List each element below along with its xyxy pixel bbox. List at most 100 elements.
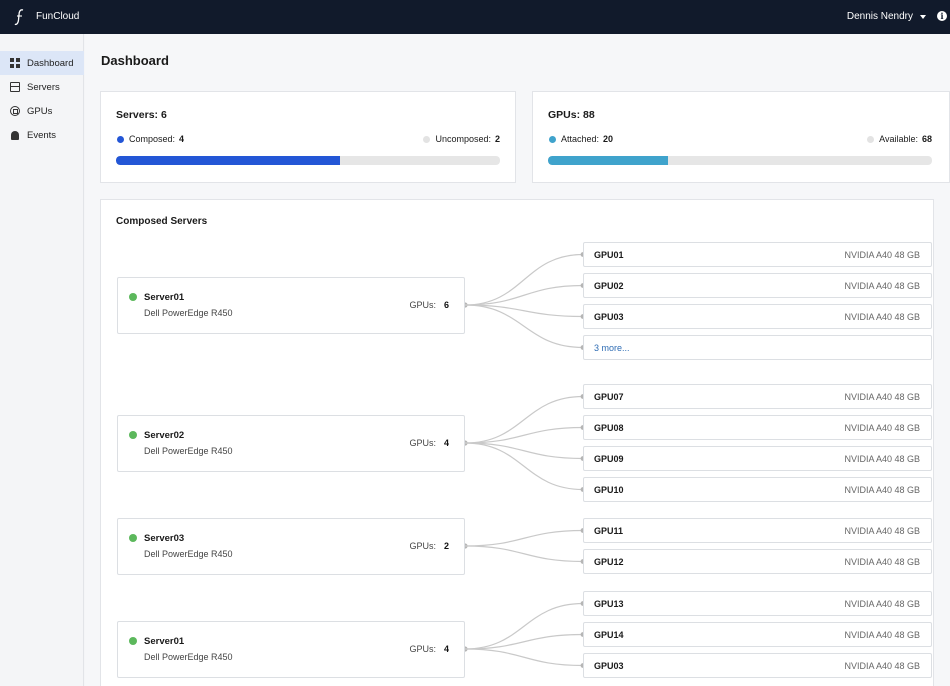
gpu-name[interactable]: GPU03 <box>594 661 624 671</box>
gpu-model: NVIDIA A40 48 GB <box>844 423 920 433</box>
server-model: Dell PowerEdge R450 <box>144 308 233 318</box>
gpu-model: NVIDIA A40 48 GB <box>844 526 920 536</box>
main-content: Dashboard Servers: 6 Composed: 4 Uncompo… <box>85 34 950 686</box>
attached-label: Attached: <box>561 134 600 144</box>
user-name[interactable]: Dennis Nendry <box>846 11 913 22</box>
available-label: Available: <box>879 134 918 144</box>
uncomposed-legend: Uncomposed: 2 <box>423 134 500 144</box>
gpu-model: NVIDIA A40 48 GB <box>844 599 920 609</box>
gpu-item[interactable]: GPU10 NVIDIA A40 48 GB <box>583 477 932 502</box>
gpu-name[interactable]: GPU14 <box>594 630 624 640</box>
attached-value: 20 <box>603 134 614 144</box>
composed-servers-panel: Composed Servers Server01 Dell PowerEdge … <box>100 199 934 686</box>
gpu-link-line <box>464 545 584 563</box>
attached-legend: Attached: 20 <box>549 134 613 144</box>
server-model: Dell PowerEdge R450 <box>144 549 233 559</box>
gpu-name[interactable]: GPU08 <box>594 423 624 433</box>
gpu-name[interactable]: GPU13 <box>594 599 624 609</box>
status-online-icon <box>129 534 137 542</box>
gpus-progress-fill <box>548 156 669 165</box>
more-gpus-label[interactable]: 3 more... <box>594 343 630 353</box>
server-gpu-count: GPUs: 2 <box>409 541 449 551</box>
gpu-link-line <box>464 284 584 306</box>
gpu-link-line <box>464 648 584 667</box>
gpu-item[interactable]: GPU09 NVIDIA A40 48 GB <box>583 446 932 471</box>
sidebar-item-servers[interactable]: Servers <box>0 75 84 99</box>
server-gpu-count: GPUs: 6 <box>409 300 449 310</box>
gpu-icon <box>10 106 20 116</box>
composed-label: Composed: <box>129 134 176 144</box>
info-icon[interactable]: i <box>937 11 947 21</box>
gpu-item[interactable]: GPU08 NVIDIA A40 48 GB <box>583 415 932 440</box>
attached-dot-icon <box>549 135 556 143</box>
servers-progress-fill <box>116 156 340 165</box>
gpu-name[interactable]: GPU07 <box>594 392 624 402</box>
sidebar-item-label: GPUs <box>27 105 53 117</box>
bell-icon <box>11 130 19 140</box>
sidebar-item-events[interactable]: Events <box>0 123 84 147</box>
server-name[interactable]: Server03 <box>144 533 185 544</box>
gpu-model: NVIDIA A40 48 GB <box>844 630 920 640</box>
server-name[interactable]: Server02 <box>144 430 185 441</box>
server-name[interactable]: Server01 <box>144 292 185 303</box>
server-card[interactable]: Server01 Dell PowerEdge R450 GPUs: 4 <box>117 621 465 678</box>
gpu-item[interactable]: GPU12 NVIDIA A40 48 GB <box>583 549 932 574</box>
composed-servers-title: Composed Servers <box>116 216 208 227</box>
composed-value: 4 <box>179 134 185 144</box>
sidebar-item-label: Events <box>27 129 57 141</box>
server-model: Dell PowerEdge R450 <box>144 446 233 456</box>
servers-icon <box>10 82 20 92</box>
sidebar-item-gpus[interactable]: GPUs <box>0 99 84 123</box>
sidebar: Dashboard Servers GPUs Events <box>0 34 84 686</box>
gpu-name[interactable]: GPU10 <box>594 485 624 495</box>
dashboard-icon <box>10 58 20 68</box>
gpu-item[interactable]: GPU03 NVIDIA A40 48 GB <box>583 653 932 678</box>
user-menu[interactable]: Dennis Nendry <box>847 11 926 22</box>
gpu-item[interactable]: GPU07 NVIDIA A40 48 GB <box>583 384 932 409</box>
app-name[interactable]: FunCloud <box>36 11 80 22</box>
gpu-model: NVIDIA A40 48 GB <box>844 250 920 260</box>
gpu-name[interactable]: GPU02 <box>594 281 624 291</box>
gpu-model: NVIDIA A40 48 GB <box>844 557 920 567</box>
gpus-label: GPUs: <box>409 644 436 654</box>
gpu-name[interactable]: GPU09 <box>594 454 624 464</box>
gpus-total: GPUs: 88 <box>548 109 595 121</box>
chevron-down-icon[interactable] <box>920 14 926 19</box>
sidebar-item-label: Servers <box>27 81 60 93</box>
gpu-name[interactable]: GPU01 <box>594 250 624 260</box>
server-card[interactable]: Server02 Dell PowerEdge R450 GPUs: 4 <box>117 415 465 472</box>
funcloud-logo-icon[interactable] <box>13 8 27 26</box>
gpu-item[interactable]: GPU14 NVIDIA A40 48 GB <box>583 622 932 647</box>
server-gpu-count: GPUs: 4 <box>409 644 449 654</box>
gpus-label: GPUs: <box>409 438 436 448</box>
gpu-item[interactable]: GPU11 NVIDIA A40 48 GB <box>583 518 932 543</box>
gpus-label: GPUs: <box>409 300 436 310</box>
gpu-model: NVIDIA A40 48 GB <box>844 281 920 291</box>
server-model: Dell PowerEdge R450 <box>144 652 233 662</box>
sidebar-item-dashboard[interactable]: Dashboard <box>0 51 84 75</box>
gpu-item[interactable]: GPU01 NVIDIA A40 48 GB <box>583 242 932 267</box>
gpu-item[interactable]: GPU02 NVIDIA A40 48 GB <box>583 273 932 298</box>
more-gpus-link[interactable]: 3 more... <box>583 335 932 360</box>
gpu-item[interactable]: GPU03 NVIDIA A40 48 GB <box>583 304 932 329</box>
gpu-link-line <box>464 253 584 306</box>
gpus-count: 4 <box>443 644 449 654</box>
server-gpu-count: GPUs: 4 <box>409 438 449 448</box>
gpu-model: NVIDIA A40 48 GB <box>844 312 920 322</box>
gpu-item[interactable]: GPU13 NVIDIA A40 48 GB <box>583 591 932 616</box>
gpu-link-line <box>464 304 584 349</box>
server-name[interactable]: Server01 <box>144 636 185 647</box>
gpus-count: 6 <box>443 300 449 310</box>
gpu-model: NVIDIA A40 48 GB <box>844 661 920 671</box>
gpu-link-line <box>464 304 584 318</box>
gpu-name[interactable]: GPU03 <box>594 312 624 322</box>
gpu-name[interactable]: GPU12 <box>594 557 624 567</box>
gpu-name[interactable]: GPU11 <box>594 526 624 536</box>
servers-total: Servers: 6 <box>116 109 167 121</box>
server-card[interactable]: Server03 Dell PowerEdge R450 GPUs: 2 <box>117 518 465 575</box>
server-card[interactable]: Server01 Dell PowerEdge R450 GPUs: 6 <box>117 277 465 334</box>
top-bar: FunCloud Dennis Nendry i <box>0 0 950 34</box>
gpus-count: 2 <box>443 541 449 551</box>
available-dot-icon <box>867 135 875 143</box>
gpus-label: GPUs: <box>409 541 436 551</box>
